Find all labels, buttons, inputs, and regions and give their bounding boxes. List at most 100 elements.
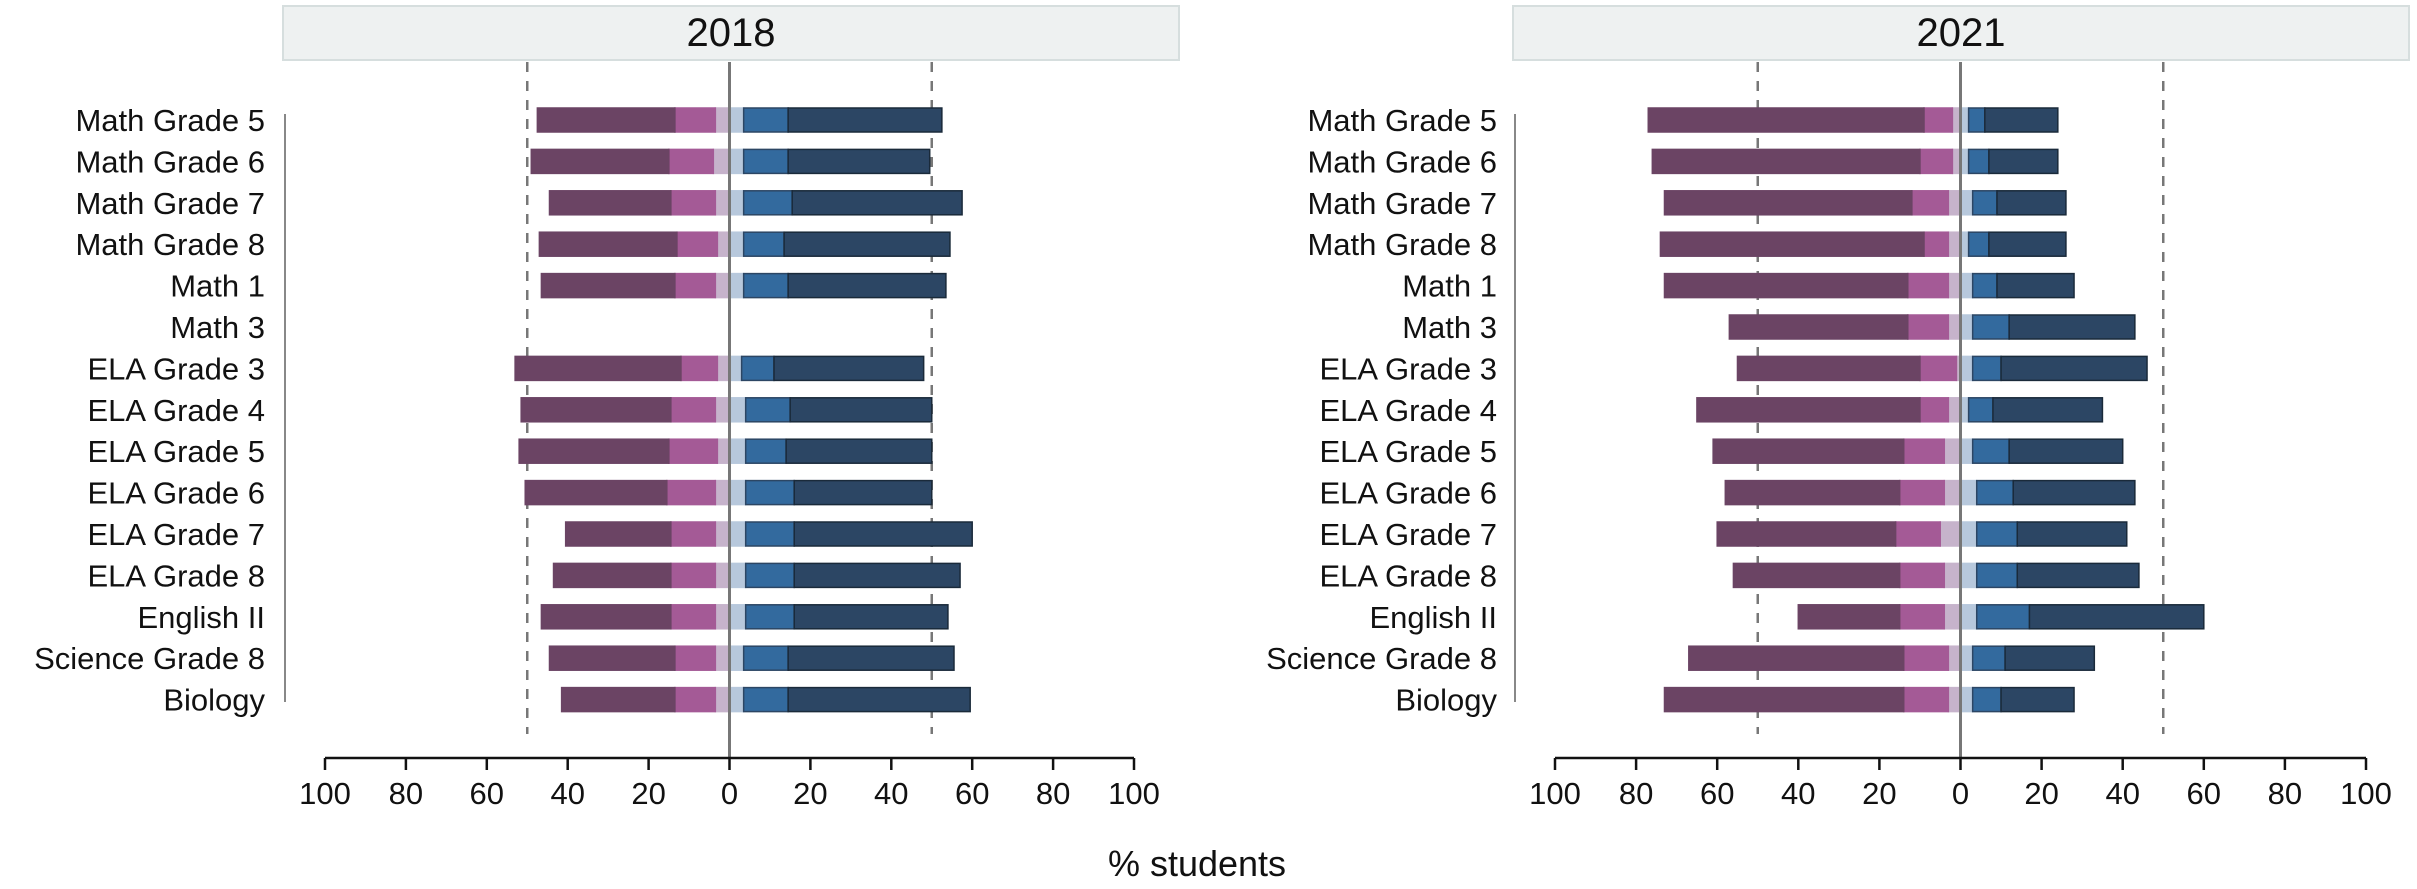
bar-segment bbox=[744, 562, 795, 589]
bar-segment bbox=[1712, 438, 1905, 464]
bar-segment bbox=[744, 479, 795, 506]
bar-segment bbox=[1732, 562, 1901, 589]
bar-segment bbox=[2000, 355, 2148, 382]
panel-title: 2018 bbox=[687, 11, 776, 55]
bar-segment bbox=[1663, 686, 1905, 713]
bar-segment bbox=[728, 645, 745, 671]
bar-segment bbox=[728, 562, 747, 589]
bar-segment bbox=[530, 148, 670, 175]
bar-segment bbox=[1947, 645, 1962, 671]
bar-segment bbox=[1959, 272, 1974, 299]
category-label: ELA Grade 4 bbox=[87, 393, 265, 428]
bar-segment bbox=[668, 148, 715, 175]
category-label: Math Grade 6 bbox=[1307, 144, 1497, 179]
x-tick-label: 100 bbox=[1529, 776, 1581, 811]
bar-segment bbox=[1988, 148, 2059, 175]
bar-segment bbox=[787, 272, 947, 299]
bar-segment bbox=[1898, 479, 1946, 506]
panel-2018: 2018 Math Grade 5 Math Grade 6 Math Grade 7… bbox=[34, 5, 1180, 811]
category-label: Math 3 bbox=[170, 310, 265, 345]
x-tick-label: 40 bbox=[550, 776, 584, 811]
bar-segment bbox=[793, 562, 961, 589]
x-tick-label: 80 bbox=[1036, 776, 1070, 811]
bar-segment bbox=[716, 231, 731, 257]
x-tick-label: 60 bbox=[1700, 776, 1734, 811]
bar-segment bbox=[728, 231, 745, 257]
bar-segment bbox=[742, 107, 789, 133]
bar-segment bbox=[1898, 604, 1946, 630]
category-label: ELA Grade 4 bbox=[1319, 393, 1497, 428]
bar-segment bbox=[1797, 604, 1901, 630]
bar-segment bbox=[538, 231, 678, 257]
bar-segment bbox=[680, 355, 719, 382]
bar-segment bbox=[714, 604, 731, 630]
category-label: Biology bbox=[1395, 683, 1497, 718]
category-label: Science Grade 8 bbox=[1266, 641, 1497, 676]
panel-header bbox=[1512, 5, 2410, 61]
bar-segment bbox=[1971, 272, 1998, 299]
x-tick-label: 40 bbox=[2105, 776, 2139, 811]
bar-segment bbox=[1943, 604, 1962, 630]
bar-segment bbox=[670, 604, 717, 630]
bar-segment bbox=[1975, 562, 2019, 589]
category-label: Math 1 bbox=[1402, 269, 1497, 304]
bar-segment bbox=[714, 107, 731, 133]
bar-segment bbox=[1923, 231, 1950, 257]
bar-segment bbox=[1716, 521, 1897, 547]
bar-segment bbox=[1894, 521, 1941, 547]
bar-segment bbox=[1911, 190, 1950, 216]
category-label: ELA Grade 8 bbox=[87, 558, 265, 593]
bar-segment bbox=[1696, 397, 1921, 423]
x-tick-label: 80 bbox=[389, 776, 423, 811]
category-label: ELA Grade 3 bbox=[1319, 351, 1497, 386]
bar-segment bbox=[2008, 438, 2124, 464]
bar-segment bbox=[524, 479, 668, 506]
bar-segment bbox=[1898, 562, 1946, 589]
bar-segment bbox=[2016, 562, 2140, 589]
bar-segment bbox=[674, 272, 717, 299]
bar-segment bbox=[1907, 272, 1950, 299]
bar-segment bbox=[548, 190, 672, 216]
bar-segment bbox=[674, 645, 717, 671]
bar-segment bbox=[536, 107, 676, 133]
bar-segment bbox=[540, 604, 672, 630]
panel-2021: 2021 Math Grade 5 Math Grade 6 Math Grade 7… bbox=[1266, 5, 2410, 811]
bar-segment bbox=[1959, 479, 1978, 506]
x-tick-label: 60 bbox=[2187, 776, 2221, 811]
bar-segment bbox=[793, 604, 949, 630]
bar-segment bbox=[1728, 314, 1909, 340]
bar-segment bbox=[744, 438, 787, 464]
bar-segment bbox=[728, 190, 745, 216]
bar-segment bbox=[1663, 190, 1913, 216]
bar-segment bbox=[1967, 107, 1986, 133]
bar-segment bbox=[1967, 397, 1994, 423]
bar-segment bbox=[793, 521, 973, 547]
bar-segment bbox=[742, 272, 789, 299]
bar-segment bbox=[676, 231, 719, 257]
bar-segment bbox=[787, 107, 943, 133]
bar-segment bbox=[520, 397, 672, 423]
bar-segment bbox=[2016, 521, 2128, 547]
bar-segment bbox=[785, 438, 933, 464]
bar-segment bbox=[728, 355, 743, 382]
bar-segment bbox=[728, 604, 747, 630]
bar-segment bbox=[1943, 438, 1962, 464]
panels-layer: 2018 Math Grade 5 Math Grade 6 Math Grade 7… bbox=[34, 5, 2410, 811]
bar-segment bbox=[1919, 397, 1950, 423]
category-label: Math Grade 5 bbox=[1307, 103, 1497, 138]
bar-segment bbox=[742, 686, 789, 713]
bar-segment bbox=[773, 355, 925, 382]
bar-segment bbox=[1947, 272, 1962, 299]
bar-segment bbox=[1988, 231, 2067, 257]
bar-segment bbox=[1947, 686, 1962, 713]
bar-segment bbox=[674, 686, 717, 713]
x-tick-label: 20 bbox=[1862, 776, 1896, 811]
bar-segment bbox=[728, 148, 745, 175]
bar-segment bbox=[728, 479, 747, 506]
bar-segment bbox=[1939, 521, 1962, 547]
x-tick-label: 60 bbox=[955, 776, 989, 811]
x-tick-label: 20 bbox=[631, 776, 665, 811]
x-tick-label: 0 bbox=[721, 776, 738, 811]
bar-segment bbox=[1992, 397, 2104, 423]
